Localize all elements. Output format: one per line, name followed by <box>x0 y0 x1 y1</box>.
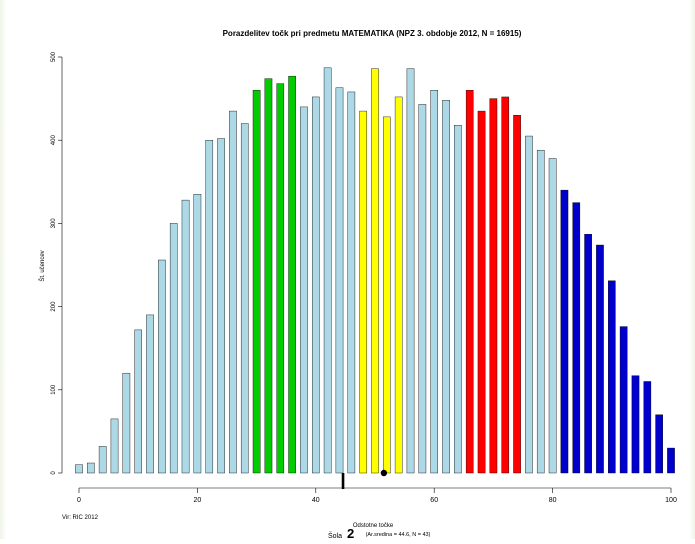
bar <box>300 106 308 474</box>
y-tick-label: 500 <box>51 51 57 62</box>
bar <box>489 98 498 474</box>
bar <box>572 202 581 474</box>
bar <box>501 96 510 474</box>
bar <box>667 447 675 474</box>
x-tick-label: 20 <box>194 497 202 504</box>
bar <box>312 96 320 474</box>
bar <box>477 110 486 474</box>
bar <box>264 78 273 474</box>
bar <box>596 244 604 474</box>
national-mean-marker <box>380 469 388 477</box>
bar <box>288 75 296 474</box>
bar <box>383 116 391 474</box>
chart-title: Porazdelitev točk pri predmetu MATEMATIK… <box>223 29 522 38</box>
bar <box>122 372 131 474</box>
bar <box>430 90 439 474</box>
bar <box>584 234 592 474</box>
bar <box>655 414 663 474</box>
bar <box>619 326 628 474</box>
bar <box>98 446 107 474</box>
bar <box>371 68 379 474</box>
bar <box>276 83 285 474</box>
bar <box>513 115 521 474</box>
bar <box>394 96 403 474</box>
bar <box>252 90 261 474</box>
x-axis: 0 20 40 60 80 100 <box>77 487 677 504</box>
x-tick-label: 80 <box>549 497 557 504</box>
y-tick-label: 400 <box>51 135 57 146</box>
bar <box>193 194 202 474</box>
bar <box>406 68 415 474</box>
bar <box>525 135 533 474</box>
markers-group <box>341 469 388 489</box>
bar <box>465 90 474 474</box>
bar <box>442 100 450 474</box>
school-label: Šola <box>328 531 342 539</box>
x-axis-label: Odstotne točke <box>353 523 394 529</box>
bar <box>418 104 427 474</box>
bar <box>169 223 178 474</box>
bar <box>359 110 367 474</box>
bar <box>548 158 557 474</box>
school-number: 2 <box>347 526 354 539</box>
bar <box>158 259 166 474</box>
bar <box>240 123 249 474</box>
bar <box>560 189 569 474</box>
x-axis-sublabel: (Ar.sredina = 44.6, N = 43) <box>366 532 431 538</box>
bar <box>643 381 652 474</box>
bar <box>146 314 154 474</box>
y-tick-label: 300 <box>51 218 57 229</box>
bar <box>87 462 95 474</box>
x-tick-label: 60 <box>430 497 438 504</box>
bar <box>217 138 225 474</box>
x-tick-label: 40 <box>312 497 320 504</box>
y-tick-label: 200 <box>51 301 57 312</box>
x-tick-label: 0 <box>77 497 81 504</box>
bar <box>323 67 332 474</box>
y-tick-label: 0 <box>51 471 57 475</box>
y-axis: 0 100 200 300 400 500 <box>51 51 63 475</box>
bar <box>181 199 190 474</box>
y-tick-label: 100 <box>51 384 57 395</box>
bar <box>134 329 143 474</box>
school-mean-marker <box>341 473 345 489</box>
bar <box>335 87 344 474</box>
bar <box>608 280 616 474</box>
bar <box>347 91 356 474</box>
bar <box>75 464 83 474</box>
bar <box>454 125 462 474</box>
x-tick-label: 100 <box>665 497 677 504</box>
bar <box>110 418 119 474</box>
bar <box>631 375 640 474</box>
bar <box>536 149 545 474</box>
bar <box>229 110 237 474</box>
bars-group <box>75 67 675 474</box>
y-axis-label: Št. učencev <box>39 250 46 281</box>
bar <box>205 139 214 474</box>
source-note: Vir: RIC 2012 <box>62 515 99 521</box>
